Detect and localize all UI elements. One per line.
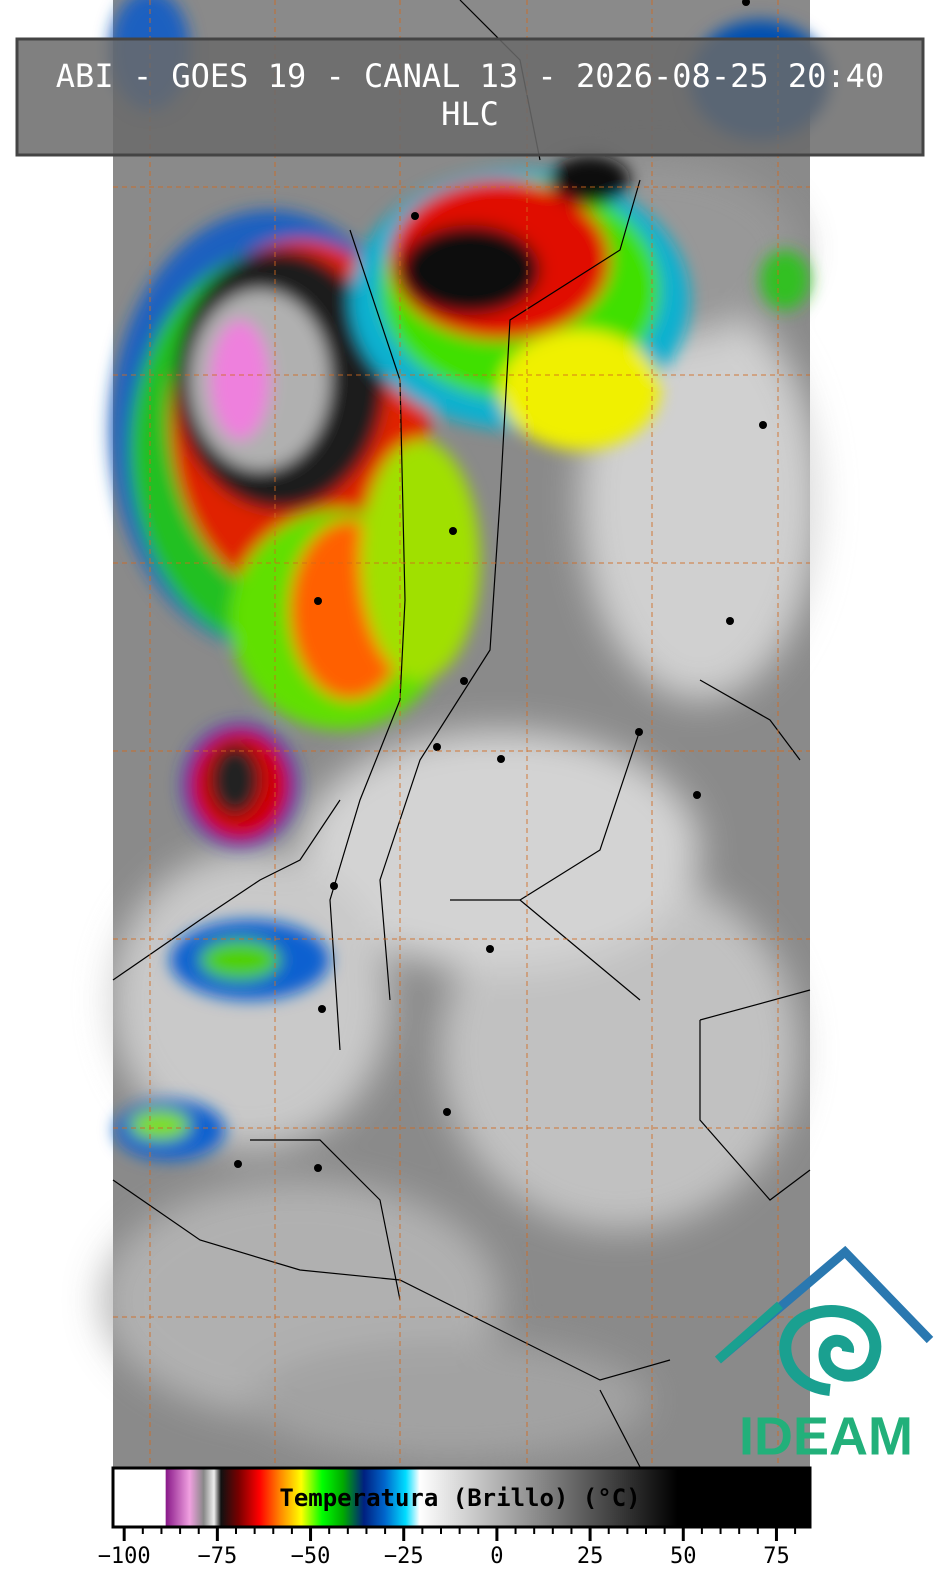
tick-label: −50	[291, 1544, 331, 1569]
title: ABI - GOES 19 - CANAL 13 - 2026-08-25 20…	[56, 57, 884, 95]
tick-label: 50	[670, 1544, 697, 1569]
colorbar: Temperatura (Brillo) (°C)	[111, 1466, 812, 1529]
tick-label: 0	[490, 1544, 503, 1569]
logo: IDEAM	[715, 1245, 934, 1466]
tick-label: 75	[763, 1544, 790, 1569]
tick-label: −100	[98, 1544, 151, 1569]
title-box: ABI - GOES 19 - CANAL 13 - 2026-08-25 20…	[15, 37, 925, 157]
satellite-map	[100, 0, 830, 1468]
colorbar-label: Temperatura (Brillo) (°C)	[279, 1484, 640, 1512]
subtitle: HLC	[441, 95, 499, 133]
tick-label: −75	[197, 1544, 237, 1569]
logo-text: IDEAM	[739, 1406, 913, 1466]
tick-label: 25	[577, 1544, 604, 1569]
tick-label: −25	[384, 1544, 424, 1569]
